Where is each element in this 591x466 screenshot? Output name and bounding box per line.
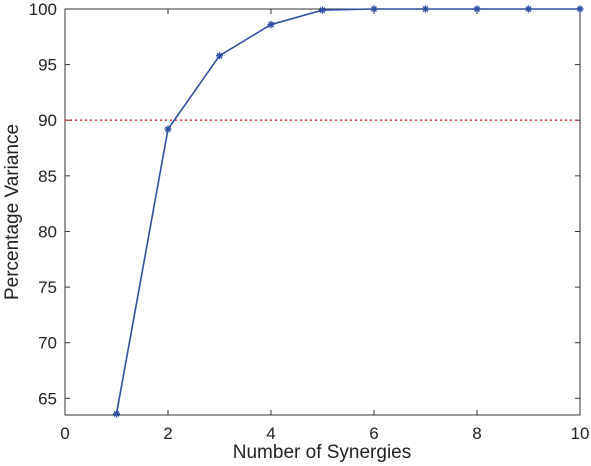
x-tick-label-2: 4 (266, 424, 275, 443)
x-tick-label-1: 2 (163, 424, 172, 443)
x-tick-label-0: 0 (60, 424, 69, 443)
asterisk-marker-stroke (370, 5, 378, 13)
y-tick-label-7: 100 (29, 0, 57, 19)
data-point-4 (267, 20, 275, 29)
asterisk-marker-stroke (267, 21, 275, 28)
x-tick-label-5: 10 (571, 424, 590, 443)
y-tick-label-3: 80 (38, 222, 57, 241)
y-tick-label-1: 70 (38, 334, 57, 353)
y-tick-label-0: 65 (38, 389, 57, 408)
asterisk-marker-stroke (576, 5, 584, 13)
y-tick-label-4: 85 (38, 167, 57, 186)
data-point-9 (524, 5, 533, 13)
asterisk-marker-stroke (319, 7, 326, 14)
data-point-10 (576, 5, 584, 13)
data-point-3 (215, 52, 224, 60)
asterisk-marker-stroke (216, 52, 223, 59)
x-tick-label-4: 8 (472, 424, 481, 443)
data-point-1 (112, 410, 121, 418)
x-axis-label: Number of Synergies (233, 442, 411, 463)
asterisk-marker-stroke (113, 410, 120, 417)
asterisk-marker-stroke (473, 5, 481, 13)
data-point-8 (473, 5, 481, 13)
y-axis-label: Percentage Variance (2, 124, 23, 300)
series-layer (112, 5, 584, 418)
data-point-7 (421, 5, 430, 13)
y-tick-label-5: 90 (38, 111, 57, 130)
y-tick-label-2: 75 (38, 278, 57, 297)
series-line-0 (115, 8, 580, 415)
x-tick-label-3: 6 (369, 424, 378, 443)
asterisk-marker-stroke (164, 126, 172, 133)
data-point-5 (318, 6, 327, 14)
y-tick-labels: 65 70 75 80 85 90 95 100 (29, 0, 57, 408)
asterisk-marker-stroke (525, 5, 532, 13)
data-point-2 (164, 125, 172, 133)
x-tick-labels: 0 2 4 6 8 10 (60, 424, 589, 443)
y-tick-label-6: 95 (38, 56, 57, 75)
asterisk-marker-stroke (422, 5, 429, 13)
data-point-6 (370, 5, 378, 13)
